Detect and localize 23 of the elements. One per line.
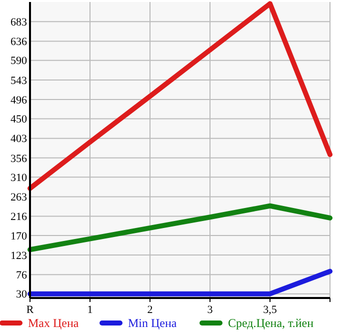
y-tick-label: 216: [10, 211, 28, 224]
y-tick-label: 30: [16, 288, 28, 301]
x-tick-label: 3: [207, 304, 214, 316]
y-tick-label: 356: [10, 152, 28, 165]
x-tick-label: R: [26, 304, 34, 316]
y-tick-label: 496: [10, 94, 28, 106]
y-tick-label: 683: [10, 16, 28, 28]
y-tick-label: 310: [10, 172, 28, 184]
y-tick-label: 636: [10, 36, 28, 48]
y-tick-label: 543: [10, 74, 28, 87]
y-tick-label: 263: [10, 192, 28, 204]
y-tick-label: 76: [16, 270, 28, 282]
y-tick-label: 403: [10, 133, 28, 146]
x-tick-label: 3,5: [263, 304, 278, 316]
y-tick-label: 170: [10, 230, 28, 242]
y-tick-label: 590: [10, 55, 28, 68]
legend-label: Min Цена: [128, 316, 178, 330]
legend-label: Max Цена: [28, 316, 80, 330]
x-tick-label: 1: [87, 304, 93, 316]
y-tick-label: 450: [10, 114, 28, 126]
legend-label: Сред.Цена, т.йен: [228, 316, 314, 330]
x-tick-label: 2: [147, 304, 153, 316]
y-tick-label: 123: [10, 250, 28, 262]
